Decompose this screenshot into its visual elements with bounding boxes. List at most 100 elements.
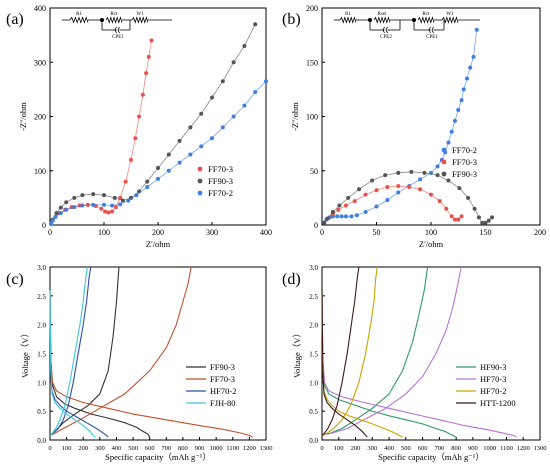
y-tick-label: 100 — [306, 113, 318, 122]
cpe1-plate — [431, 26, 434, 34]
equivalent-circuit — [62, 16, 172, 34]
charge-curve — [49, 266, 192, 436]
series-FF70-2 — [322, 27, 479, 225]
legend-label: FJH-80 — [210, 398, 236, 408]
legend-marker — [197, 166, 203, 172]
legend-marker — [441, 147, 447, 153]
legend-label: HTT-1200 — [480, 398, 516, 408]
x-tick-label: 1200 — [243, 445, 256, 452]
legend-label: FF70-3 — [210, 374, 235, 384]
x-tick-label: 1200 — [517, 445, 530, 452]
panel-a: (a) 0 100 200 300 400 0 100 200 300 400 Z'/ohm -Z''/… — [6, 4, 272, 249]
x-tick-label: 700 — [161, 445, 171, 452]
legend-label: HF90-3 — [480, 362, 506, 372]
legend-entry: HF70-2 — [186, 386, 236, 396]
x-tick-label: 600 — [145, 445, 155, 452]
legend-entry: HF70-3 — [456, 374, 506, 384]
x-tick-label: 400 — [112, 445, 122, 452]
x-tick-label: 300 — [367, 445, 377, 452]
cpe1-plate — [117, 26, 120, 34]
x-tick-label: 100 — [98, 228, 110, 237]
x-tick-label: 400 — [260, 228, 272, 237]
x-tick-label: 200 — [351, 445, 361, 452]
x-tick-label: 300 — [206, 228, 218, 237]
x-tick-label: 50 — [373, 228, 381, 237]
legend-marker — [197, 178, 203, 184]
legend-label: HF70-3 — [480, 374, 506, 384]
x-tick-label: 0 — [48, 445, 51, 452]
y-tick-label: 200 — [306, 4, 318, 13]
y-tick-label: 0.0 — [37, 437, 46, 445]
resistor-r1 — [69, 16, 89, 24]
legend-entry: HTT-1200 — [456, 398, 516, 408]
x-tick-label: 0 — [48, 228, 52, 237]
legend-entry: FF70-3 — [197, 164, 233, 174]
cpe2-plate — [385, 26, 388, 34]
series-FF70-3 — [49, 266, 253, 438]
legend-marker — [441, 159, 447, 165]
x-tick-label: 100 — [62, 445, 72, 452]
legend-entry: FF70-3 — [186, 374, 235, 384]
series-line — [323, 29, 478, 224]
legend-label: HF70-2 — [480, 386, 506, 396]
x-tick-label: 150 — [480, 228, 492, 237]
y-tick-label: 50 — [310, 167, 318, 176]
legend-entry: FF90-3 — [186, 362, 235, 372]
legend-label: FF70-3 — [452, 157, 477, 167]
charge-curve — [321, 266, 378, 436]
plot-frame — [321, 266, 541, 441]
discharge-curve — [49, 290, 109, 438]
series-HF70-2 — [321, 266, 403, 438]
circuit-label: CPE1 — [426, 35, 438, 40]
x-tick-label: 800 — [178, 445, 188, 452]
resistor-rct — [417, 16, 435, 24]
y-tick-label: 0 — [314, 221, 318, 230]
x-tick-label: 1000 — [210, 445, 223, 452]
discharge-curve — [49, 290, 151, 438]
legend-entry: FF70-2 — [197, 188, 233, 198]
y-tick-label: 1.5 — [37, 351, 46, 359]
x-tick-label: 700 — [435, 445, 445, 452]
charge-curve — [321, 266, 462, 436]
y-tick-label: 200 — [34, 113, 46, 122]
y-tick-label: 3.0 — [37, 264, 46, 272]
data-point — [149, 38, 154, 43]
charge-curve — [49, 266, 88, 436]
y-tick-label: 2.0 — [309, 322, 318, 330]
discharge-curve — [49, 290, 253, 438]
y-tick-label: 3.0 — [309, 264, 318, 272]
series-FF70-3 — [322, 183, 464, 225]
series-HF70-3 — [321, 266, 517, 438]
series-FF70-3 — [49, 38, 154, 226]
x-tick-label: 900 — [468, 445, 478, 452]
x-axis-label: Specific capacity（mAh g⁻¹） — [378, 452, 484, 462]
panel-label: (a) — [6, 11, 24, 28]
panel-label: (b) — [282, 11, 301, 28]
circuit-label: CPE2 — [380, 35, 392, 40]
x-tick-label: 1300 — [534, 445, 547, 452]
legend-label: FF90-3 — [452, 169, 477, 179]
series-line — [323, 185, 462, 224]
legend-label: FF90-3 — [210, 362, 235, 372]
x-tick-label: 500 — [128, 445, 138, 452]
series-HTT-1200 — [321, 266, 368, 438]
y-tick-label: 300 — [34, 58, 46, 67]
discharge-curve — [321, 290, 517, 438]
x-tick-label: 100 — [425, 228, 437, 237]
circuit-label: Rct — [423, 12, 431, 17]
legend-label: FF70-2 — [452, 145, 477, 155]
y-axis-label: -Z''/ohm — [290, 102, 300, 131]
series-FF90-3 — [49, 266, 151, 438]
circuit-label: W1 — [446, 12, 454, 17]
cpe2 — [382, 26, 385, 34]
x-tick-label: 0 — [320, 445, 323, 452]
series-line — [50, 80, 267, 225]
series-line — [50, 40, 152, 225]
legend-label: HF70-2 — [210, 386, 236, 396]
legend-marker — [441, 171, 447, 177]
y-tick-label: 0.5 — [309, 408, 318, 416]
x-tick-label: 300 — [95, 445, 105, 452]
legend-entry: FF70-2 — [441, 145, 477, 155]
legend-entry: FF90-3 — [197, 176, 233, 186]
